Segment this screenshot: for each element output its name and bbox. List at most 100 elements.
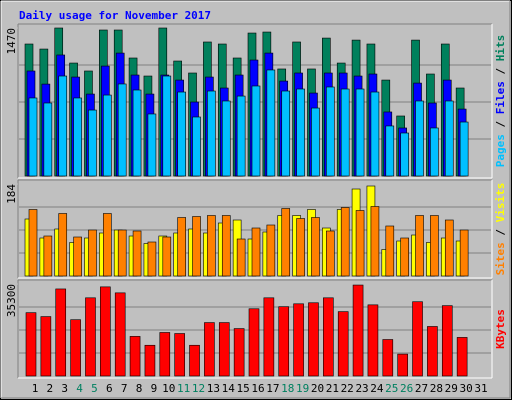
bar: [162, 236, 172, 277]
bar: [397, 353, 408, 377]
x-tick-label: 30: [460, 382, 473, 395]
x-tick-label: 18: [281, 382, 294, 395]
x-tick-label: 6: [106, 382, 113, 395]
bar: [73, 97, 82, 177]
bar: [370, 91, 380, 177]
legend-separator: /: [494, 114, 507, 134]
x-tick-label: 9: [151, 382, 158, 395]
bar: [281, 208, 291, 277]
bar: [174, 333, 185, 377]
bar: [58, 213, 68, 277]
bar: [459, 121, 469, 177]
bar: [296, 88, 305, 177]
x-tick-label: 19: [296, 382, 309, 395]
bar: [355, 88, 365, 177]
bar: [337, 311, 349, 377]
x-tick-label: 11: [177, 382, 190, 395]
legend-separator: /: [494, 222, 507, 242]
legend: KBytes: [494, 309, 507, 349]
bar: [132, 230, 142, 277]
x-tick-label: 26: [400, 382, 413, 395]
bar: [248, 308, 260, 377]
legend-separator: /: [494, 61, 507, 81]
bar: [147, 113, 157, 177]
bar: [25, 312, 37, 377]
bar: [100, 286, 111, 377]
bar: [415, 100, 424, 177]
bar: [293, 303, 304, 377]
bar: [162, 75, 172, 177]
bar: [251, 227, 261, 277]
x-tick-label: 7: [121, 382, 128, 395]
bar: [444, 219, 454, 277]
bar: [73, 236, 82, 277]
bar: [326, 230, 335, 277]
bar: [441, 305, 453, 377]
y-tick-label: 1470: [5, 28, 18, 55]
x-tick-label: 2: [47, 382, 54, 395]
bar: [415, 215, 424, 277]
bar: [58, 75, 68, 177]
bar: [430, 215, 439, 277]
legend-entry: Hits: [494, 35, 507, 62]
bar: [385, 225, 395, 277]
x-tick-label: 14: [222, 382, 236, 395]
bar: [103, 94, 112, 177]
bar: [427, 326, 438, 377]
bar: [296, 218, 305, 277]
bar: [352, 284, 364, 377]
x-tick-label: 27: [415, 382, 428, 395]
bar: [430, 127, 439, 177]
bar: [28, 209, 38, 277]
bar: [129, 336, 141, 377]
x-tick-label: 13: [207, 382, 220, 395]
x-tick-label: 25: [385, 382, 398, 395]
bar: [459, 229, 469, 277]
bar: [456, 337, 468, 377]
bar: [70, 319, 81, 377]
bar: [382, 339, 394, 377]
bar: [281, 90, 291, 177]
bar: [266, 69, 276, 177]
legend-entry: Pages: [494, 134, 507, 167]
bar: [85, 297, 96, 377]
bar: [192, 216, 201, 277]
x-tick-label: 12: [192, 382, 205, 395]
bar: [117, 83, 127, 177]
bar: [159, 332, 171, 377]
bar: [400, 132, 409, 177]
bar: [355, 210, 365, 277]
bar: [114, 292, 126, 377]
x-tick-label: 10: [162, 382, 175, 395]
bar: [370, 206, 380, 277]
bar: [55, 288, 67, 377]
bar: [323, 297, 334, 377]
bar: [221, 100, 231, 177]
x-tick-label: 28: [430, 382, 443, 395]
y-tick-label: 184: [5, 184, 18, 204]
bar: [340, 207, 350, 277]
legend: Sites / Visits: [494, 183, 507, 276]
legend-entry: Visits: [494, 183, 507, 223]
bar: [444, 100, 454, 177]
x-tick-label: 20: [311, 382, 324, 395]
bar: [218, 322, 230, 377]
bar: [311, 107, 320, 177]
bar: [177, 217, 186, 277]
bar: [132, 89, 142, 177]
bar: [40, 316, 52, 377]
bar: [412, 301, 423, 377]
x-tick-label: 17: [266, 382, 279, 395]
x-tick-label: 21: [326, 382, 339, 395]
bar: [326, 86, 335, 177]
legend-entry: KBytes: [494, 309, 507, 349]
x-tick-label: 8: [136, 382, 143, 395]
bar: [400, 237, 409, 277]
bar: [236, 238, 246, 277]
x-tick-label: 22: [341, 382, 354, 395]
bar: [221, 215, 231, 277]
x-tick-label: 15: [237, 382, 250, 395]
x-tick-label: 24: [370, 382, 384, 395]
bar: [43, 235, 53, 277]
